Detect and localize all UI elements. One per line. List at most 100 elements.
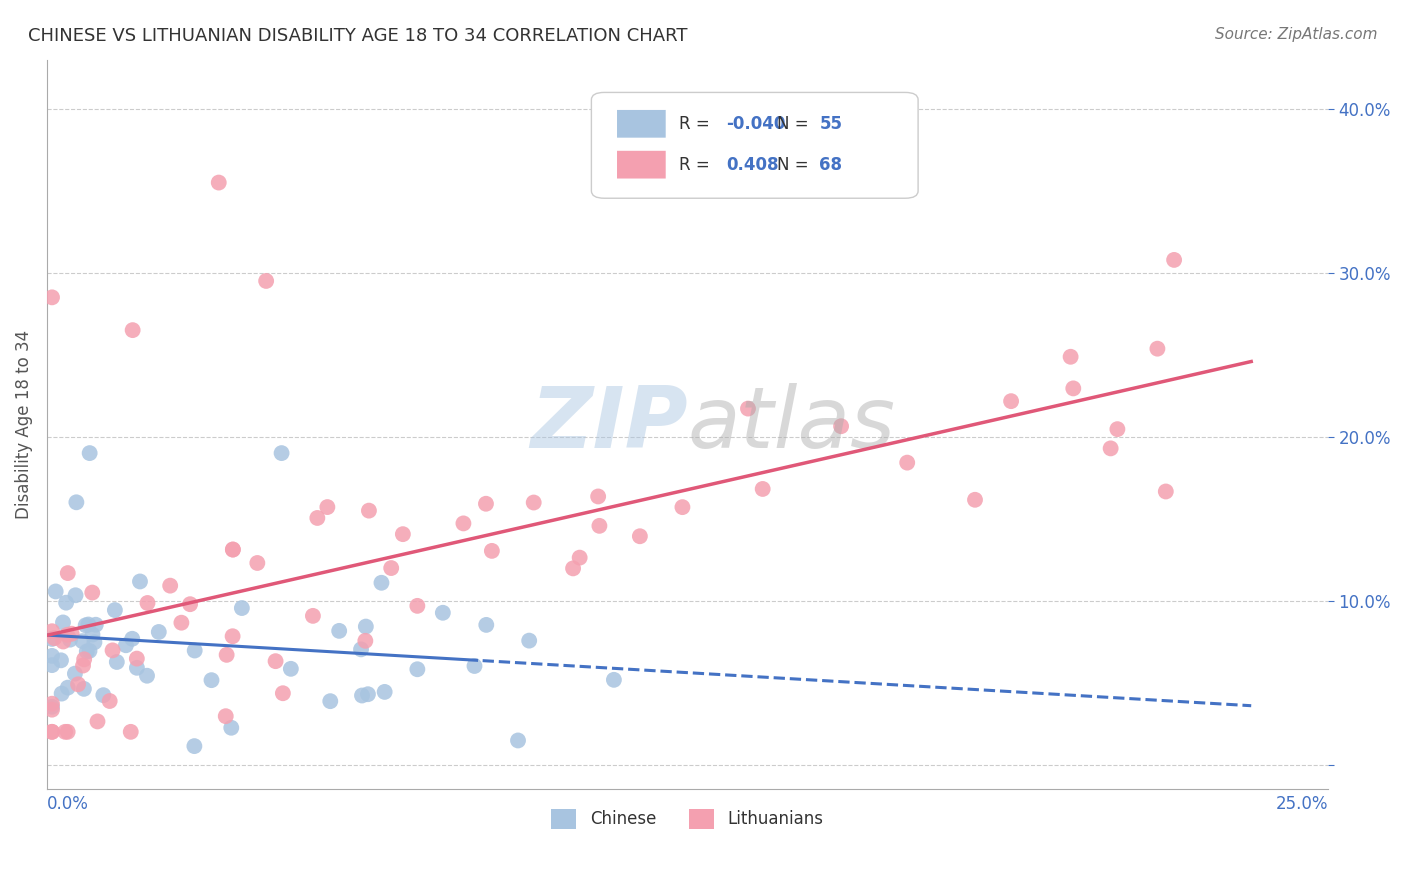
- Text: 0.408: 0.408: [725, 156, 779, 174]
- Point: [219, 721, 242, 735]
- Point: [65, 495, 87, 509]
- Point: [1146, 342, 1168, 356]
- Point: [79, 644, 101, 658]
- Point: [271, 686, 294, 700]
- Text: 55: 55: [820, 115, 842, 133]
- Point: [406, 599, 429, 613]
- Point: [357, 503, 380, 517]
- Point: [41, 624, 63, 639]
- Point: [72, 634, 94, 648]
- Point: [84, 617, 107, 632]
- Point: [125, 661, 148, 675]
- Point: [104, 603, 127, 617]
- Point: [98, 694, 121, 708]
- Point: [357, 687, 380, 701]
- Point: [319, 694, 342, 708]
- Point: [475, 618, 498, 632]
- Point: [221, 629, 243, 643]
- Point: [963, 492, 986, 507]
- Point: [101, 643, 124, 657]
- Point: [432, 606, 454, 620]
- Point: [1059, 350, 1081, 364]
- Point: [586, 490, 609, 504]
- Point: [52, 615, 75, 630]
- Text: N =: N =: [778, 115, 814, 133]
- Point: [53, 724, 76, 739]
- Point: [41, 648, 63, 663]
- Point: [82, 585, 104, 599]
- Point: [59, 632, 82, 647]
- Point: [41, 632, 63, 646]
- Point: [1000, 394, 1022, 409]
- Point: [517, 633, 540, 648]
- Point: [72, 658, 94, 673]
- Point: [588, 519, 610, 533]
- Point: [183, 643, 205, 657]
- FancyBboxPatch shape: [617, 110, 665, 137]
- Point: [148, 624, 170, 639]
- Point: [91, 688, 114, 702]
- Point: [215, 709, 238, 723]
- Point: [328, 624, 350, 638]
- Point: [159, 579, 181, 593]
- Point: [506, 733, 529, 747]
- Point: [380, 561, 402, 575]
- Point: [671, 500, 693, 515]
- Point: [208, 176, 231, 190]
- Point: [254, 274, 277, 288]
- Point: [737, 401, 759, 416]
- Point: [374, 685, 396, 699]
- Point: [183, 739, 205, 753]
- Point: [215, 648, 238, 662]
- Point: [65, 588, 87, 602]
- Point: [222, 542, 245, 557]
- Point: [121, 632, 143, 646]
- Point: [86, 714, 108, 729]
- Point: [41, 724, 63, 739]
- Point: [115, 638, 138, 652]
- Point: [280, 662, 302, 676]
- Point: [79, 446, 101, 460]
- Point: [52, 634, 75, 648]
- Point: [120, 724, 142, 739]
- Point: [751, 482, 773, 496]
- Point: [231, 601, 253, 615]
- Point: [568, 550, 591, 565]
- Point: [179, 597, 201, 611]
- Point: [354, 633, 377, 648]
- Point: [350, 642, 373, 657]
- Point: [125, 651, 148, 665]
- Point: [370, 575, 392, 590]
- Point: [67, 677, 90, 691]
- Point: [121, 323, 143, 337]
- Point: [270, 446, 292, 460]
- Point: [302, 608, 325, 623]
- Legend: Chinese, Lithuanians: Chinese, Lithuanians: [544, 802, 831, 836]
- Point: [264, 654, 287, 668]
- Text: N =: N =: [778, 156, 814, 174]
- Point: [562, 561, 585, 575]
- Point: [76, 644, 98, 658]
- Point: [73, 681, 96, 696]
- Point: [77, 617, 100, 632]
- Point: [406, 662, 429, 676]
- FancyBboxPatch shape: [617, 151, 665, 178]
- Point: [136, 669, 159, 683]
- Point: [628, 529, 651, 543]
- Y-axis label: Disability Age 18 to 34: Disability Age 18 to 34: [15, 330, 32, 519]
- Point: [63, 666, 86, 681]
- Point: [475, 497, 498, 511]
- Point: [1099, 442, 1122, 456]
- Point: [246, 556, 269, 570]
- Point: [44, 631, 66, 645]
- Point: [73, 652, 96, 666]
- Text: -0.040: -0.040: [725, 115, 786, 133]
- Point: [523, 495, 546, 509]
- Text: 0.0%: 0.0%: [46, 795, 89, 814]
- Point: [83, 635, 105, 649]
- Point: [55, 596, 77, 610]
- Point: [41, 703, 63, 717]
- Text: R =: R =: [679, 156, 714, 174]
- Text: 25.0%: 25.0%: [1275, 795, 1329, 814]
- Point: [463, 659, 485, 673]
